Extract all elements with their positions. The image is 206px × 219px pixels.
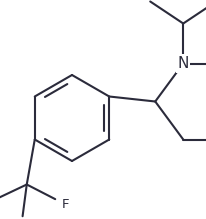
Text: F: F [62,198,70,211]
Text: N: N [178,56,189,71]
